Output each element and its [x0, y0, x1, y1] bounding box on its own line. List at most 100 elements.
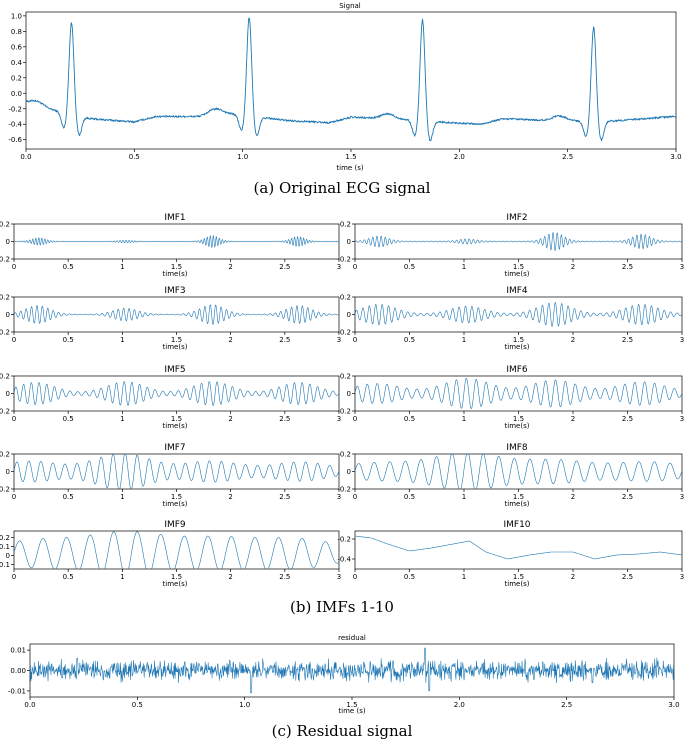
imf9-series-line — [14, 531, 339, 569]
imf4-panel: IMF4 0 0.5 1 1.5 2 2.5 3-0.200.2 time(s) — [337, 286, 684, 351]
imf7-ytick-label: 0 — [6, 468, 10, 476]
imf2-xtick-label: 1.5 — [513, 263, 524, 271]
residual-xtick-label: 2.5 — [561, 701, 572, 709]
imf3-xtick-label: 2.5 — [279, 336, 290, 344]
imf5-xlabel: time(s) — [163, 422, 188, 430]
imf3-ytick-label: 0.2 — [0, 294, 10, 302]
imf3-ytick-label: -0.2 — [0, 329, 10, 337]
imf1-title: IMF1 — [164, 213, 185, 223]
imf10-panel: IMF10 0 0.5 1 1.5 2 2.5 3 -0.4 -0.2 time(s) — [337, 520, 684, 588]
imf8-xtick-label: 1.5 — [513, 493, 524, 501]
signal-axes-frame — [25, 11, 677, 150]
imf8-xtick-label: 1 — [462, 493, 466, 501]
imf9-ytick-label: 0.2 — [0, 534, 10, 542]
imf1-xtick-label: 3 — [337, 263, 341, 271]
imf7-xtick-label: 2 — [228, 493, 232, 501]
residual-xtick-label: 0.0 — [24, 701, 35, 709]
imf8-series-line — [355, 454, 682, 489]
imf3-ytick-label: 0 — [6, 311, 10, 319]
imf6-xtick-label: 3 — [680, 415, 684, 423]
imf5-series-line — [14, 381, 339, 406]
signal-xtick-label: 2.0 — [454, 153, 465, 161]
imf4-xtick-label: 1 — [462, 336, 466, 344]
imf4-xtick-label: 2 — [571, 336, 575, 344]
signal-xlabel: time (s) — [336, 164, 363, 172]
residual-ytick-label: 0.01 — [10, 647, 26, 655]
imf8-title: IMF8 — [506, 443, 528, 453]
imf9-xtick-label: 0 — [12, 573, 16, 581]
imf4-xtick-label: 0.5 — [404, 336, 415, 344]
imf6-ytick-label: 0 — [347, 390, 351, 398]
imf10-xtick-label: 2.5 — [622, 573, 633, 581]
imf8-xtick-label: 2.5 — [622, 493, 633, 501]
imf6-ytick-label: 0.2 — [340, 373, 351, 381]
signal-ytick-label: 0.6 — [11, 43, 23, 51]
imf5-xtick-label: 2.5 — [279, 415, 290, 423]
signal-ytick-label: 0.2 — [11, 74, 22, 82]
imf2-ytick-label: 0.2 — [340, 221, 351, 229]
imf4-xtick-label: 3 — [680, 336, 684, 344]
imf10-title: IMF10 — [503, 520, 530, 530]
caption-c: (c) Residual signal — [272, 722, 413, 740]
imf6-xtick-label: 1.5 — [513, 415, 524, 423]
imf6-xtick-label: 0 — [353, 415, 357, 423]
residual-xtick-label: 2.0 — [454, 701, 465, 709]
imf9-ytick-label: 0.1 — [0, 543, 10, 551]
imf10-xtick-label: 0 — [353, 573, 357, 581]
imf8-xlabel: time(s) — [505, 500, 530, 508]
imf2-xtick-label: 2.5 — [622, 263, 633, 271]
imf2-ytick-label: 0 — [347, 238, 351, 246]
imf6-title: IMF6 — [506, 365, 528, 375]
imf5-ytick-label: 0 — [6, 390, 10, 398]
signal-panel: Signal 0.0 0.5 1.0 1.5 2.0 2.5 3.0 -0.6 -0.4 -0.2… — [8, 2, 681, 172]
imf1-xtick-label: 1.5 — [171, 263, 182, 271]
residual-xtick-label: 3.0 — [668, 701, 679, 709]
imf7-ytick-label: 0.2 — [0, 451, 10, 459]
imf8-ytick-label: 0.2 — [340, 451, 351, 459]
imf6-ytick-label: -0.2 — [337, 408, 351, 416]
imf1-xtick-label: 2.5 — [279, 263, 290, 271]
imf5-ytick-label: -0.2 — [0, 408, 10, 416]
imf9-title: IMF9 — [164, 520, 186, 530]
imf4-xlabel: time(s) — [505, 343, 530, 351]
imf7-xlabel: time(s) — [163, 500, 188, 508]
imf1-ytick-label: -0.2 — [0, 256, 10, 264]
signal-ytick-label: 0.0 — [11, 90, 22, 98]
imf6-xlabel: time(s) — [505, 422, 530, 430]
imf7-xtick-label: 0 — [12, 493, 16, 501]
imf2-series-line — [355, 232, 682, 251]
imf2-xtick-label: 1 — [462, 263, 466, 271]
imf8-ytick-label: 0 — [347, 468, 351, 476]
signal-series-line — [26, 17, 676, 142]
imf3-xtick-label: 1 — [120, 336, 124, 344]
residual-title: residual — [338, 634, 366, 642]
imf3-xtick-label: 1.5 — [171, 336, 182, 344]
imf6-xtick-label: 2.5 — [622, 415, 633, 423]
residual-xtick-label: 0.5 — [132, 701, 143, 709]
imf10-xtick-label: 0.5 — [404, 573, 415, 581]
imf2-panel: IMF2 0 0.5 1 1.5 2 2.5 3-0.200.2 time(s) — [337, 213, 684, 278]
imf5-xtick-label: 1.5 — [171, 415, 182, 423]
imf2-xtick-label: 0 — [353, 263, 357, 271]
signal-ytick-label: 0.4 — [11, 59, 23, 67]
imf3-xlabel: time(s) — [163, 343, 188, 351]
imf10-xlabel: time(s) — [505, 580, 530, 588]
imf8-xtick-label: 3 — [680, 493, 684, 501]
residual-xtick-label: 1.0 — [239, 701, 250, 709]
imf9-panel: IMF9 00.511.522.53-0.100.10.2 time(s) — [0, 520, 341, 588]
signal-xtick-label: 0.5 — [129, 153, 140, 161]
imf10-ytick-label: -0.2 — [337, 536, 351, 544]
imf4-ytick-label: 0.2 — [340, 294, 351, 302]
imf1-xtick-label: 0.5 — [63, 263, 74, 271]
residual-ytick-label: 0.00 — [10, 667, 26, 675]
imf6-xtick-label: 1 — [462, 415, 466, 423]
signal-title: Signal — [339, 2, 361, 10]
imf7-xtick-label: 1.5 — [171, 493, 182, 501]
imf8-xtick-label: 0 — [353, 493, 357, 501]
imf5-xtick-label: 2 — [228, 415, 232, 423]
imf-grid: IMF1 00.511.522.53-0.200.2 time(s) IMF2 … — [0, 213, 684, 588]
signal-ytick-label: 0.8 — [11, 28, 22, 36]
imf7-panel: IMF7 00.511.522.53-0.200.2 time(s) — [0, 443, 341, 508]
imf1-ytick-label: 0 — [6, 238, 10, 246]
signal-xtick-label: 2.5 — [562, 153, 573, 161]
